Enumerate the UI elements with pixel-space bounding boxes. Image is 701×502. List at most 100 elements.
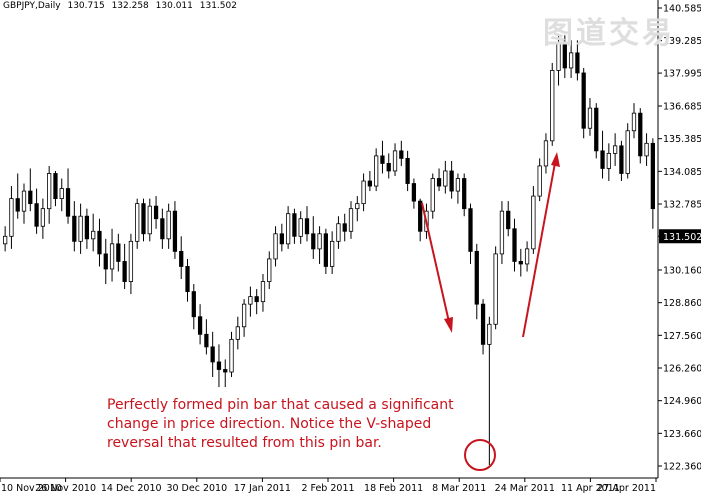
- candle-body-bull: [348, 208, 354, 232]
- open-value: 130.715: [67, 1, 105, 11]
- candle: [348, 201, 354, 239]
- candle: [374, 148, 379, 192]
- candle: [279, 223, 284, 252]
- candle-body-bear: [103, 253, 108, 270]
- annotation-line-3: reversal that resulted from this pin bar…: [107, 435, 382, 451]
- candle-body-bear: [210, 346, 215, 363]
- candle: [91, 213, 96, 252]
- candle-body-bull: [59, 188, 64, 200]
- candle-body-bull: [47, 173, 52, 210]
- y-tick-label: 135.385: [663, 134, 701, 145]
- candle-body-bull: [587, 107, 593, 129]
- candle-body-bull: [317, 233, 322, 250]
- x-tick-label: 8 Mar 2011: [432, 483, 486, 494]
- candle-body-bull: [443, 170, 448, 187]
- candle-body-bear: [204, 333, 209, 348]
- candle: [644, 133, 649, 166]
- candle: [28, 168, 33, 212]
- candle: [311, 216, 316, 259]
- x-tick-label: 24 Mar 2011: [495, 483, 555, 494]
- chart-header: GBPJPY,Daily 130.715 132.258 130.011 131…: [3, 1, 241, 11]
- candle: [330, 231, 335, 275]
- candle: [216, 344, 222, 388]
- candle-body-bear: [562, 42, 567, 69]
- candle-body-bear: [342, 223, 347, 232]
- candle: [34, 188, 39, 234]
- candle-body-bear: [292, 213, 297, 237]
- candle: [166, 203, 171, 249]
- candle: [191, 284, 196, 330]
- candle-body-bull: [493, 253, 498, 325]
- y-tick-label: 123.660: [663, 429, 701, 440]
- y-tick-label: 127.560: [663, 331, 701, 342]
- candle-body-bull: [9, 198, 14, 237]
- candle-body-bear: [638, 112, 643, 157]
- candle-body-bull: [109, 243, 115, 270]
- candle: [487, 316, 492, 465]
- candle-body-bear: [650, 142, 655, 210]
- candle: [650, 138, 655, 229]
- candle-body-bull: [267, 258, 272, 282]
- annotation-line-2: change in price direction. Notice the V-…: [107, 416, 432, 432]
- candle: [518, 248, 523, 277]
- candle: [317, 226, 322, 264]
- candle-body-bull: [235, 326, 240, 340]
- candle: [606, 143, 611, 182]
- candle: [355, 196, 360, 222]
- candle: [386, 153, 391, 179]
- candle: [524, 241, 530, 272]
- y-tick-label: 132.785: [663, 200, 701, 211]
- candle: [204, 319, 209, 355]
- candle: [493, 246, 498, 330]
- candle-body-bear: [418, 200, 423, 232]
- candle: [65, 168, 71, 224]
- candle-body-bear: [380, 155, 385, 164]
- candle: [241, 299, 247, 337]
- pin-bar-circle: [464, 439, 496, 471]
- x-tick-label: 11 Apr 2011: [561, 483, 620, 494]
- candle-body-bull: [550, 70, 555, 142]
- candle: [72, 201, 77, 252]
- candle-body-bear: [65, 188, 71, 217]
- annotation-layer: [421, 152, 560, 471]
- candle: [594, 103, 599, 159]
- candle: [153, 196, 159, 229]
- y-tick-label: 140.585: [663, 4, 701, 15]
- candle-body-bull: [374, 155, 379, 187]
- candle: [449, 160, 454, 199]
- high-value: 132.258: [111, 1, 149, 11]
- candle: [499, 201, 505, 264]
- candle: [612, 133, 618, 166]
- candle: [9, 186, 14, 249]
- symbol-label: GBPJPY,Daily: [3, 1, 61, 11]
- candle-body-bull: [248, 296, 253, 305]
- candle: [141, 198, 146, 242]
- candle: [285, 206, 291, 249]
- candle: [575, 40, 580, 81]
- candle: [537, 158, 542, 202]
- arrow-down-shaft: [421, 202, 450, 323]
- candle-body-bull: [166, 210, 171, 240]
- candle-body-bull: [78, 215, 83, 242]
- candle: [267, 251, 272, 290]
- candle-body-bull: [355, 203, 360, 210]
- candle-body-bear: [116, 243, 121, 262]
- candle: [600, 130, 605, 179]
- y-tick-label: 130.160: [663, 265, 701, 276]
- candle: [53, 170, 58, 207]
- x-tick-label: 26 Nov 2010: [35, 483, 96, 494]
- candle: [210, 331, 215, 378]
- candle-body-bear: [480, 303, 486, 345]
- candle-body-bull: [260, 281, 266, 303]
- candle: [40, 198, 46, 239]
- candle-body-bull: [285, 213, 291, 245]
- candle-body-bear: [97, 230, 102, 255]
- candle: [405, 150, 410, 192]
- candle-body-bear: [581, 72, 586, 129]
- candle: [147, 198, 152, 242]
- candle-body-bull: [524, 248, 530, 265]
- candle-body-bear: [34, 203, 39, 227]
- candle-body-bear: [367, 180, 373, 187]
